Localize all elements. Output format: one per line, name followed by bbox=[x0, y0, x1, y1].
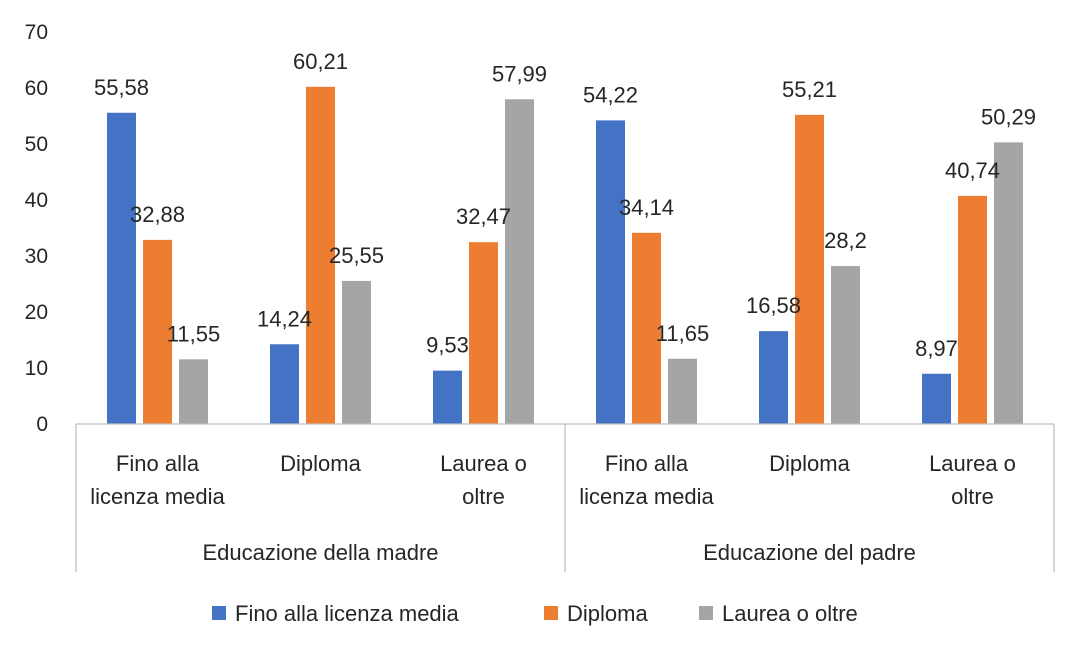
legend-label: Fino alla licenza media bbox=[235, 601, 460, 626]
legend-label: Laurea o oltre bbox=[722, 601, 858, 626]
bar bbox=[958, 195, 987, 424]
category-label: licenza media bbox=[90, 484, 225, 509]
category-label: Laurea o bbox=[929, 451, 1016, 476]
data-label: 16,58 bbox=[746, 293, 801, 318]
category-label: licenza media bbox=[579, 484, 714, 509]
bar bbox=[596, 120, 625, 425]
category-label: Diploma bbox=[769, 451, 850, 476]
bar bbox=[795, 114, 824, 424]
bar bbox=[831, 266, 860, 424]
legend-swatch bbox=[699, 606, 713, 620]
y-tick-label: 40 bbox=[25, 189, 48, 212]
data-label: 9,53 bbox=[426, 333, 469, 358]
bar bbox=[922, 373, 951, 424]
y-tick-label: 50 bbox=[25, 133, 48, 156]
bar bbox=[469, 242, 498, 424]
y-tick-label: 30 bbox=[25, 245, 48, 268]
data-label: 40,74 bbox=[945, 158, 1000, 183]
data-label: 25,55 bbox=[329, 243, 384, 268]
data-label: 60,21 bbox=[293, 49, 348, 74]
group-label: Educazione della madre bbox=[202, 540, 438, 565]
bar bbox=[107, 112, 136, 424]
bar bbox=[143, 239, 172, 424]
legend: Fino alla licenza media Diploma Laurea o o… bbox=[212, 601, 858, 626]
bar bbox=[994, 142, 1023, 424]
data-label: 55,21 bbox=[782, 77, 837, 102]
data-labels: 55,58 14,24 9,53 54,22 16,58 8,97 32,88 60,21 32… bbox=[94, 49, 1036, 361]
data-label: 34,14 bbox=[619, 195, 674, 220]
y-tick-label: 70 bbox=[25, 21, 48, 44]
y-tick-label: 60 bbox=[25, 77, 48, 100]
data-label: 14,24 bbox=[257, 306, 312, 331]
data-label: 32,47 bbox=[456, 204, 511, 229]
bar bbox=[433, 370, 462, 424]
group-label: Educazione del padre bbox=[703, 540, 916, 565]
bars bbox=[107, 86, 1023, 425]
category-label: Fino alla bbox=[605, 451, 689, 476]
data-label: 11,55 bbox=[167, 321, 220, 346]
data-label: 32,88 bbox=[130, 202, 185, 227]
category-label: Fino alla bbox=[116, 451, 200, 476]
y-tick-label: 10 bbox=[25, 357, 48, 380]
data-label: 11,65 bbox=[656, 321, 709, 346]
category-label: Diploma bbox=[280, 451, 361, 476]
data-label: 28,2 bbox=[824, 228, 867, 253]
category-label: oltre bbox=[462, 484, 505, 509]
bar bbox=[342, 280, 371, 424]
legend-swatch bbox=[212, 606, 226, 620]
data-label: 8,97 bbox=[915, 336, 958, 361]
bar bbox=[179, 359, 208, 424]
legend-label: Diploma bbox=[567, 601, 648, 626]
bar bbox=[759, 331, 788, 424]
y-tick-label: 0 bbox=[36, 413, 48, 436]
legend-swatch bbox=[544, 606, 558, 620]
data-label: 57,99 bbox=[492, 61, 547, 86]
data-label: 55,58 bbox=[94, 75, 149, 100]
axes bbox=[75, 423, 1055, 572]
bar bbox=[270, 344, 299, 424]
data-label: 54,22 bbox=[583, 82, 638, 107]
bar bbox=[632, 232, 661, 424]
bar bbox=[306, 86, 335, 424]
bar bbox=[505, 99, 534, 425]
data-label: 50,29 bbox=[981, 104, 1036, 129]
y-tick-label: 20 bbox=[25, 301, 48, 324]
category-label: Laurea o bbox=[440, 451, 527, 476]
category-label: oltre bbox=[951, 484, 994, 509]
bar bbox=[668, 358, 697, 424]
category-labels: Fino alla licenza media Diploma Laurea o olt… bbox=[90, 451, 1016, 565]
y-axis-ticks: 0 10 20 30 40 50 60 70 bbox=[25, 21, 48, 436]
